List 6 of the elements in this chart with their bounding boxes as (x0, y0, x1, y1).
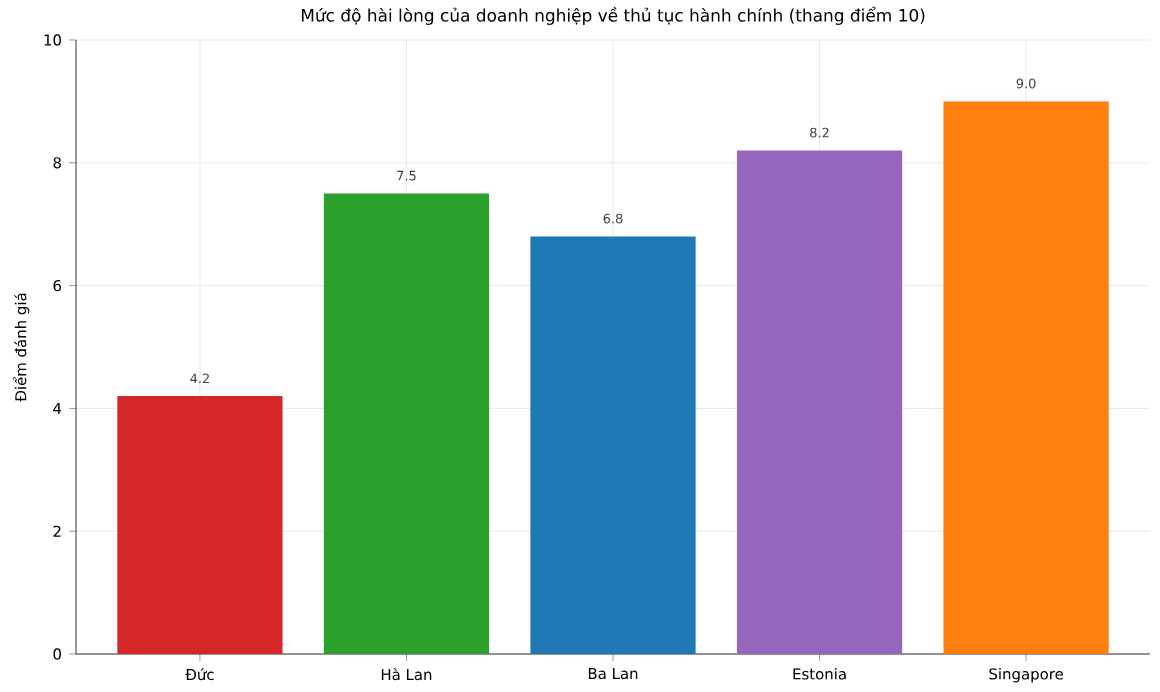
bar (323, 193, 490, 654)
bar (530, 236, 696, 654)
bar (117, 396, 283, 654)
bar (943, 101, 1109, 654)
bar (736, 150, 903, 654)
chart-title: Mức độ hài lòng của doanh nghiệp về thủ tục hành chính (thang điểm 10) (301, 6, 925, 25)
